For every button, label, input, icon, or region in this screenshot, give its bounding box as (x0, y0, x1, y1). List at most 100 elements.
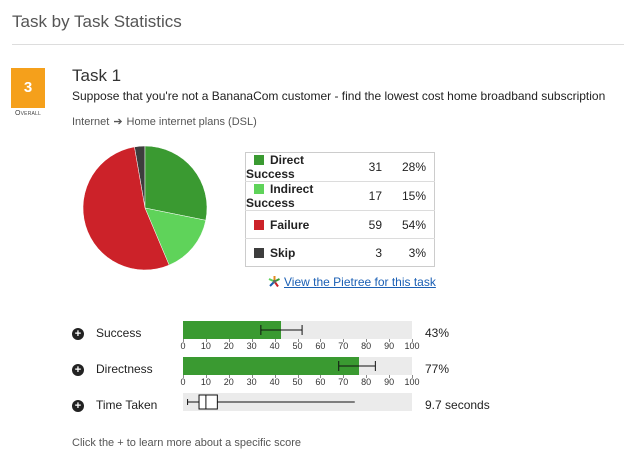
axis-tick-label: 0 (180, 341, 186, 351)
axis-tick-label: 40 (269, 377, 280, 387)
metric-success: + Success 0 10 20 30 40 50 60 70 80 90 100 43% (72, 321, 622, 368)
success-error-bar (260, 325, 303, 335)
legend-row-indirect-success: Indirect Success 17 15% (245, 181, 435, 211)
metric-label-success: Success (96, 326, 142, 340)
task-title: Task 1 (72, 66, 122, 85)
title-divider (12, 44, 624, 45)
axis-tick-mark (228, 375, 230, 378)
pietree-icon (268, 276, 280, 288)
metric-label-directness: Directness (96, 362, 153, 376)
legend-label: Indirect Success (246, 182, 314, 210)
legend-percent: 3% (408, 245, 426, 260)
metric-label-time-taken: Time Taken (96, 398, 158, 412)
axis-tick-mark (412, 339, 413, 342)
axis-tick-label: 10 (200, 341, 211, 351)
axis-tick-mark (183, 339, 184, 342)
axis-tick-mark (274, 339, 276, 342)
axis-tick-label: 90 (384, 377, 395, 387)
success-bar-track (183, 321, 412, 339)
overall-score-caption: Overall (14, 110, 42, 117)
axis-tick-mark (205, 375, 207, 378)
swatch-failure (254, 219, 264, 230)
axis-tick-label: 60 (315, 341, 326, 351)
directness-error-bar (338, 361, 376, 371)
results-legend-table: Direct Success 31 28% Indirect Success 1… (245, 152, 435, 267)
directness-bar-track (183, 357, 412, 375)
axis-tick-mark (205, 339, 207, 342)
swatch-direct-success (254, 155, 264, 165)
axis-tick-label: 0 (180, 377, 186, 387)
metric-time-taken: + Time Taken 9.7 seconds (72, 393, 622, 440)
axis-tick-mark (343, 339, 345, 342)
expand-time-taken-button[interactable]: + (72, 400, 84, 412)
directness-bar-fill (183, 357, 360, 375)
task-description: Suppose that you're not a BananaCom cust… (72, 89, 606, 103)
axis-tick-label: 80 (361, 341, 372, 351)
legend-percent: 28% (390, 152, 435, 182)
metric-directness: + Directness 0 10 20 30 40 50 60 70 80 90 100 77% (72, 357, 622, 404)
axis-tick-label: 40 (269, 341, 280, 351)
axis-tick-label: 50 (292, 377, 303, 387)
success-bar-fill (183, 321, 282, 339)
success-axis-ticks: 0 10 20 30 40 50 60 70 80 90 100 (180, 339, 420, 355)
axis-tick-mark (274, 375, 276, 378)
legend-count: 17 (354, 181, 390, 211)
axis-tick-label: 30 (246, 341, 257, 351)
legend-count: 59 (354, 210, 390, 239)
legend-label: Direct Success (246, 153, 305, 181)
axis-tick-mark (297, 339, 299, 342)
metric-value-success: 43% (425, 326, 450, 340)
axis-tick-mark (297, 375, 299, 378)
axis-tick-label: 60 (315, 377, 326, 387)
axis-tick-label: 10 (200, 377, 211, 387)
axis-tick-label: 100 (404, 377, 420, 387)
arrow-right-icon: ➔ (113, 116, 123, 128)
axis-tick-label: 100 (404, 341, 420, 351)
legend-row-direct-success: Direct Success 31 28% (245, 152, 435, 182)
expand-success-button[interactable]: + (72, 328, 84, 340)
pietree-link-text[interactable]: View the Pietree for this task (284, 275, 436, 289)
axis-tick-label: 50 (292, 341, 303, 351)
box-iqr (198, 394, 218, 410)
footer-hint: Click the + to learn more about a specif… (72, 437, 301, 449)
axis-tick-label: 80 (361, 377, 372, 387)
overall-score-badge: 3 (11, 68, 45, 108)
legend-row-skip: Skip 3 3% (246, 239, 435, 267)
axis-tick-label: 20 (223, 377, 234, 387)
axis-tick-mark (389, 339, 391, 342)
legend-count: 31 (354, 152, 390, 182)
pie-slice-indirect-success (144, 207, 207, 266)
metric-value-time-taken: 9.7 seconds (425, 398, 490, 412)
axis-tick-mark (412, 375, 413, 378)
legend-label: Skip (270, 245, 296, 260)
swatch-skip (254, 247, 264, 258)
legend-percent: 15% (390, 181, 435, 211)
legend-percent: 54% (390, 210, 435, 239)
time-taken-box-plot (187, 394, 355, 410)
swatch-indirect-success (254, 184, 264, 194)
axis-tick-mark (389, 375, 391, 378)
legend-row-failure: Failure 59 54% (245, 210, 435, 239)
legend-label: Failure (270, 217, 310, 232)
directness-axis-ticks: 0 10 20 30 40 50 60 70 80 90 100 (180, 375, 420, 391)
axis-tick-mark (320, 339, 322, 342)
pie-slice-direct-success (144, 145, 208, 221)
axis-tick-mark (366, 339, 368, 342)
legend-count: 3 (375, 245, 382, 260)
results-pie-chart (82, 145, 208, 271)
axis-tick-label: 70 (338, 377, 349, 387)
axis-tick-label: 20 (223, 341, 234, 351)
page-title: Task by Task Statistics (12, 12, 182, 31)
axis-tick-mark (251, 375, 253, 378)
axis-tick-label: 70 (338, 341, 349, 351)
view-pietree-link[interactable]: View the Pietree for this task (268, 275, 436, 289)
metric-value-directness: 77% (425, 362, 450, 376)
axis-tick-label: 30 (246, 377, 257, 387)
path-end: Home internet plans (DSL) (126, 116, 257, 128)
axis-tick-mark (228, 339, 230, 342)
axis-tick-mark (183, 375, 184, 378)
path-start: Internet (72, 116, 110, 128)
axis-tick-mark (343, 375, 345, 378)
axis-tick-mark (366, 375, 368, 378)
expand-directness-button[interactable]: + (72, 364, 84, 376)
